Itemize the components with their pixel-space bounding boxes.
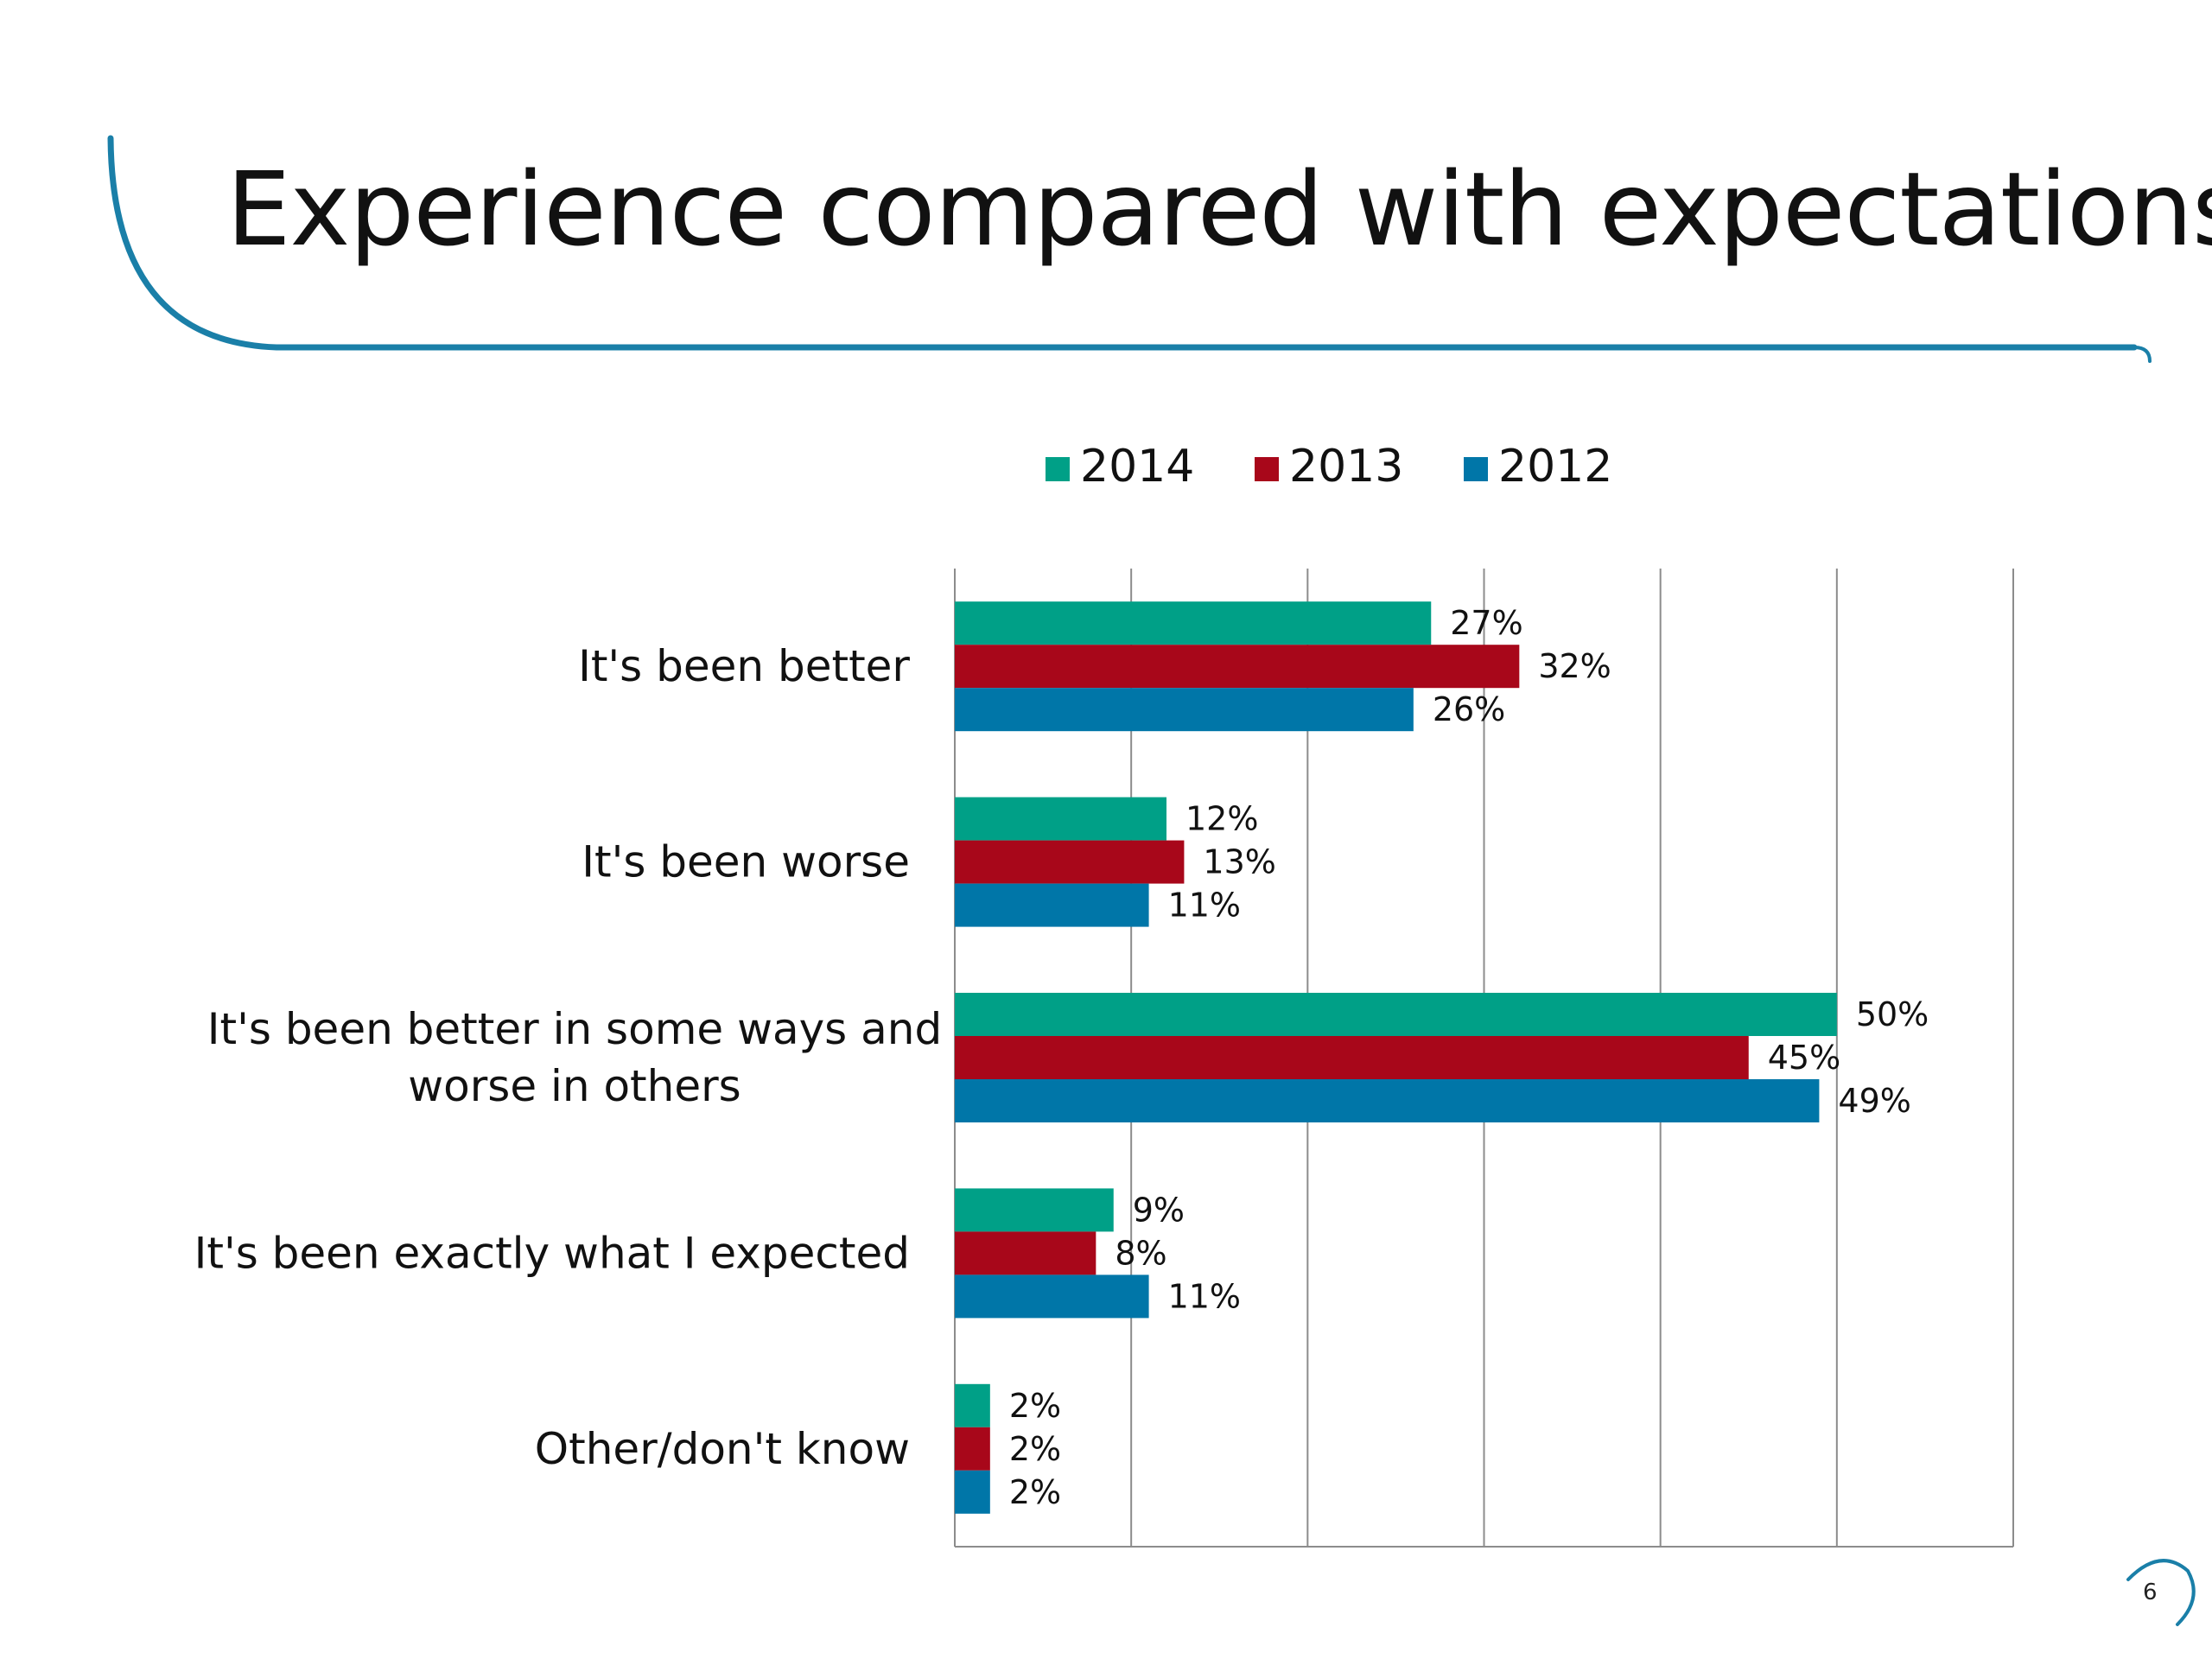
legend-swatch-2012 — [1464, 457, 1488, 481]
data-label-2013-2: 13% — [1203, 843, 1275, 881]
category-label: Other/don't know — [535, 1424, 910, 1474]
bar-2014-3 — [955, 993, 1837, 1036]
data-label-2013-5: 2% — [1009, 1430, 1061, 1468]
data-label-2013-4: 8% — [1115, 1234, 1166, 1272]
data-label-2014-4: 9% — [1133, 1191, 1185, 1229]
data-label-2014-3: 50% — [1856, 995, 1929, 1033]
slide-title: Experience compared with expectations — [226, 149, 2212, 269]
data-label-2012-4: 11% — [1168, 1277, 1241, 1315]
bar-2014-1 — [955, 601, 1432, 645]
bar-2012-5 — [955, 1470, 990, 1514]
bar-2013-5 — [955, 1427, 990, 1471]
legend-swatch-2013 — [1255, 457, 1279, 481]
page-number: 6 — [2143, 1580, 2158, 1605]
bar-2014-4 — [955, 1188, 1114, 1232]
bar-2012-3 — [955, 1079, 1820, 1122]
bar-2013-3 — [955, 1036, 1749, 1079]
bar-2012-2 — [955, 883, 1149, 927]
data-label-2013-1: 32% — [1538, 647, 1611, 685]
data-label-2012-3: 49% — [1838, 1082, 1910, 1120]
bar-2014-2 — [955, 797, 1166, 841]
legend-swatch-2014 — [1046, 457, 1070, 481]
data-label-2014-5: 2% — [1009, 1387, 1061, 1425]
category-label: It's been exactly what I expected — [194, 1228, 910, 1278]
data-label-2012-5: 2% — [1009, 1473, 1061, 1511]
data-label-2014-1: 27% — [1450, 604, 1522, 642]
bar-2013-1 — [955, 645, 1520, 689]
category-label: worse in others — [408, 1061, 741, 1111]
bar-2014-5 — [955, 1383, 990, 1427]
data-label-2012-1: 26% — [1433, 690, 1505, 728]
legend-label-2014: 2014 — [1080, 441, 1194, 493]
bar-2012-1 — [955, 688, 1414, 732]
bar-2013-4 — [955, 1231, 1096, 1275]
data-label-2013-3: 45% — [1768, 1039, 1840, 1077]
legend-label-2013: 2013 — [1289, 441, 1403, 493]
legend-label-2012: 2012 — [1498, 441, 1612, 493]
data-label-2014-2: 12% — [1185, 800, 1258, 838]
data-label-2012-2: 11% — [1168, 887, 1241, 925]
category-label: It's been worse — [582, 837, 910, 887]
bar-2013-2 — [955, 840, 1185, 884]
bar-2012-4 — [955, 1274, 1149, 1319]
category-label: It's been better — [578, 641, 910, 691]
category-label: It's been better in some ways and — [207, 1004, 942, 1054]
